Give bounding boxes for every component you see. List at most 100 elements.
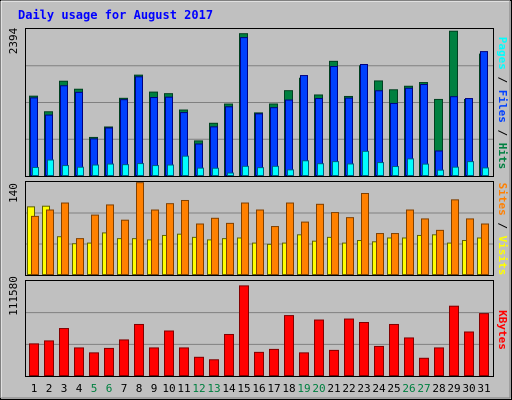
bar-kbytes-day-31	[479, 313, 489, 376]
x-label-day-16: 16	[252, 382, 265, 395]
bar-pages-day-4	[77, 166, 84, 177]
legend-word: Visits	[496, 236, 509, 276]
panel-legends: Pages / Files / Hits Sites / Visits KBytes	[496, 37, 509, 350]
x-label-day-18: 18	[282, 382, 295, 395]
bar-pages-day-13	[212, 167, 219, 177]
x-label-day-1: 1	[31, 382, 38, 395]
bar-files-day-17	[270, 107, 278, 176]
x-label-day-10: 10	[162, 382, 175, 395]
bar-kbytes-day-1	[29, 343, 39, 377]
bar-files-day-10	[165, 96, 173, 176]
bar-kbytes-day-9	[149, 347, 159, 377]
bar-sites-day-24	[376, 233, 384, 276]
bar-kbytes-day-27	[419, 357, 429, 377]
bar-files-day-7	[120, 99, 128, 176]
bar-kbytes-day-24	[374, 345, 384, 376]
axis-max-label: 111580	[7, 276, 20, 316]
bar-sites-day-10	[166, 203, 174, 276]
legend-word: Files	[496, 90, 509, 123]
bar-sites-day-22	[346, 217, 354, 275]
bar-kbytes-day-30	[464, 331, 474, 376]
x-label-day-26: 26	[402, 382, 415, 395]
bar-pages-day-7	[122, 164, 129, 176]
bar-pages-day-1	[32, 166, 39, 176]
bar-sites-day-8	[136, 182, 144, 275]
bar-pages-day-23	[362, 150, 369, 177]
bar-sites-day-26	[406, 209, 414, 275]
legend-word: Pages	[496, 37, 509, 70]
bar-kbytes-day-4	[74, 347, 84, 377]
bar-kbytes-day-14	[224, 333, 234, 376]
bar-files-day-18	[285, 99, 293, 176]
bar-sites-day-18	[286, 202, 294, 275]
x-label-day-22: 22	[342, 382, 355, 395]
chart-title: Daily usage for August 2017	[18, 8, 213, 22]
bar-sites-day-29	[451, 199, 459, 276]
bar-pages-day-6	[107, 163, 114, 177]
bar-pages-day-26	[407, 158, 414, 176]
x-label-day-23: 23	[357, 382, 370, 395]
legend-kbytes: KBytes	[496, 310, 509, 350]
bar-kbytes-day-15	[239, 285, 249, 376]
x-axis-labels: 1 2 3 4 5 6 7 8 9 10 11 12 13 14 15 16 17 18 19 20 21 22 23 24 2…	[31, 382, 491, 395]
bar-kbytes-day-22	[344, 318, 354, 377]
x-label-day-5: 5	[91, 382, 98, 395]
bar-files-day-9	[150, 97, 158, 176]
legend-word: /	[496, 123, 509, 143]
x-label-day-2: 2	[46, 382, 53, 395]
x-label-day-20: 20	[312, 382, 325, 395]
bar-pages-day-2	[47, 159, 54, 176]
bar-kbytes-day-2	[44, 340, 54, 377]
bar-kbytes-day-16	[254, 351, 264, 377]
bar-files-day-15	[240, 37, 248, 177]
axis-max-label: 2394	[7, 27, 20, 54]
bar-pages-day-28	[437, 169, 444, 176]
bar-kbytes-day-10	[164, 330, 174, 377]
bar-pages-day-27	[422, 163, 429, 177]
x-label-day-4: 4	[76, 382, 83, 395]
bar-sites-day-11	[181, 199, 189, 275]
x-label-day-3: 3	[61, 382, 68, 395]
bar-pages-day-8	[137, 163, 144, 177]
x-label-day-28: 28	[432, 382, 445, 395]
bar-pages-day-29	[452, 166, 459, 176]
bar-sites-day-6	[106, 204, 114, 275]
bar-kbytes-day-8	[134, 323, 144, 376]
bar-kbytes-day-28	[434, 347, 444, 377]
x-label-day-25: 25	[387, 382, 400, 395]
bar-kbytes-day-7	[119, 339, 129, 376]
x-label-day-19: 19	[297, 382, 310, 395]
bar-pages-day-30	[467, 161, 474, 177]
legend-word: /	[496, 70, 509, 90]
bar-kbytes-day-18	[284, 315, 294, 376]
bar-kbytes-day-26	[404, 337, 414, 377]
bar-kbytes-day-12	[194, 356, 204, 377]
bar-files-day-31	[480, 51, 488, 176]
bar-files-day-3	[60, 85, 68, 176]
x-label-day-7: 7	[121, 382, 128, 395]
bar-sites-day-5	[91, 214, 99, 276]
bar-pages-day-24	[377, 162, 384, 177]
bar-pages-day-15	[242, 165, 249, 176]
bar-files-day-21	[330, 66, 338, 176]
legend-word: Sites	[496, 183, 509, 216]
x-label-day-6: 6	[106, 382, 113, 395]
bar-sites-day-21	[331, 212, 339, 275]
x-label-day-29: 29	[447, 382, 460, 395]
x-label-day-12: 12	[192, 382, 205, 395]
bar-pages-day-9	[152, 165, 159, 177]
bar-kbytes-day-21	[329, 349, 339, 377]
bar-sites-day-13	[211, 217, 219, 276]
x-label-day-30: 30	[462, 382, 475, 395]
bar-sites-day-9	[151, 209, 159, 275]
x-label-day-21: 21	[327, 382, 340, 395]
legend-hits-files-pages: Pages / Files / Hits	[496, 37, 509, 170]
x-label-day-9: 9	[151, 382, 158, 395]
bar-pages-day-20	[317, 163, 324, 176]
bar-sites-day-23	[361, 192, 369, 275]
bar-files-day-14	[225, 106, 233, 176]
x-label-day-31: 31	[477, 382, 490, 395]
bar-sites-day-31	[481, 223, 489, 275]
